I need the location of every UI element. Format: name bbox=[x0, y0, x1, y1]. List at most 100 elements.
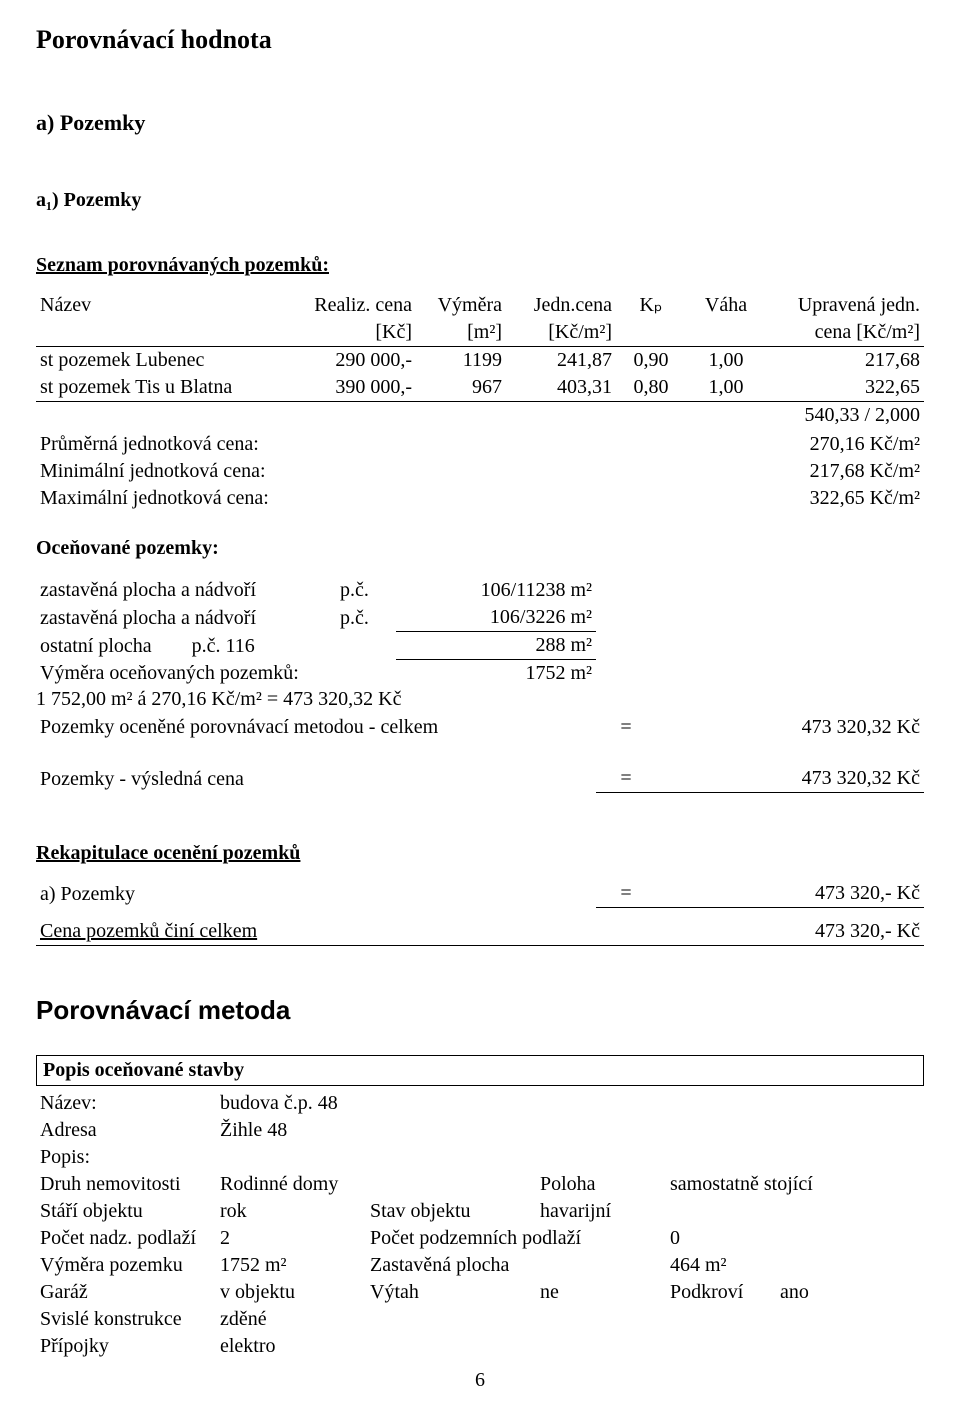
value: 473 320,32 Kč bbox=[656, 765, 924, 793]
cell-realiz: 390 000,- bbox=[296, 374, 416, 402]
section-a: a) Pozemky bbox=[36, 109, 924, 137]
cell-vaha: 1,00 bbox=[686, 347, 766, 375]
label: Popis: bbox=[36, 1144, 924, 1171]
eq: = bbox=[596, 714, 656, 741]
label: Název: bbox=[36, 1090, 216, 1117]
cell: 106/11238 m² bbox=[396, 577, 596, 604]
label: Výtah bbox=[366, 1279, 536, 1306]
table-row: st pozemek Lubenec 290 000,- 1199 241,87… bbox=[36, 347, 924, 375]
label: a) Pozemky bbox=[36, 880, 596, 908]
valued-heading: Oceňované pozemky: bbox=[36, 536, 924, 561]
table-row: Název: budova č.p. 48 bbox=[36, 1090, 924, 1117]
table-row: Výměra pozemku 1752 m² Zastavěná plocha … bbox=[36, 1252, 924, 1279]
label: Počet nadz. podlaží bbox=[36, 1225, 216, 1252]
value: ano bbox=[776, 1279, 924, 1306]
value: 473 320,32 Kč bbox=[656, 714, 924, 741]
col-jedn: Jedn.cena bbox=[506, 292, 616, 319]
cell: 106/3226 m² bbox=[396, 604, 596, 632]
unit-upr: cena [Kč/m²] bbox=[766, 319, 924, 347]
section-a1: a₁) Pozemky bbox=[36, 188, 924, 213]
value: budova č.p. 48 bbox=[216, 1090, 924, 1117]
cell-name: st pozemek Lubenec bbox=[36, 347, 296, 375]
area-total-row: Výměra oceňovaných pozemků: 1752 m² bbox=[36, 660, 596, 688]
desc-table: Název: budova č.p. 48 Adresa Žihle 48 Po… bbox=[36, 1090, 924, 1360]
cell: p.č. bbox=[336, 604, 396, 632]
table-row: Stáří objektu rok Stav objektu havarijní bbox=[36, 1198, 924, 1225]
cell: ostatní plocha p.č. 116 bbox=[36, 632, 336, 660]
value: 473 320,- Kč bbox=[656, 880, 924, 908]
cell-vaha: 1,00 bbox=[686, 374, 766, 402]
table-row: ostatní plocha p.č. 116 288 m² bbox=[36, 632, 596, 660]
table-row: Garáž v objektu Výtah ne Podkroví ano bbox=[36, 1279, 924, 1306]
cell-upr: 322,65 bbox=[766, 374, 924, 402]
table-row: Adresa Žihle 48 bbox=[36, 1117, 924, 1144]
label: Poloha bbox=[536, 1171, 666, 1198]
col-kp: Kₚ bbox=[616, 292, 686, 319]
label: Výměra oceňovaných pozemků: bbox=[36, 660, 336, 688]
table-row: a) Pozemky = 473 320,- Kč bbox=[36, 880, 924, 908]
cell-jedn: 241,87 bbox=[506, 347, 616, 375]
table-row: Cena pozemků činí celkem 473 320,- Kč bbox=[36, 918, 924, 946]
table-row: zastavěná plocha a nádvoří p.č. 106/1123… bbox=[36, 577, 596, 604]
page-title: Porovnávací hodnota bbox=[36, 24, 924, 57]
value: 0 bbox=[666, 1225, 924, 1252]
cell-area: 967 bbox=[416, 374, 506, 402]
label: Pozemky - výsledná cena bbox=[36, 765, 596, 793]
recap-table: a) Pozemky = 473 320,- Kč bbox=[36, 880, 924, 908]
table-row: Maximální jednotková cena: 322,65 Kč/m² bbox=[36, 485, 924, 512]
table-row: Počet nadz. podlaží 2 Počet podzemních p… bbox=[36, 1225, 924, 1252]
table-row: Svislé konstrukce zděné bbox=[36, 1306, 924, 1333]
table-header-units: [Kč] [m²] [Kč/m²] cena [Kč/m²] bbox=[36, 319, 924, 347]
eq: = bbox=[596, 765, 656, 793]
value: samostatně stojící bbox=[666, 1171, 924, 1198]
unit-realiz: [Kč] bbox=[296, 319, 416, 347]
value: v objektu bbox=[216, 1279, 366, 1306]
comparison-table: Název Realiz. cena Výměra Jedn.cena Kₚ V… bbox=[36, 292, 924, 429]
value: havarijní bbox=[536, 1198, 924, 1225]
cell bbox=[336, 632, 396, 660]
calc-line: 1 752,00 m² á 270,16 Kč/m² = 473 320,32 … bbox=[36, 687, 924, 712]
cmp-total-table: Pozemky oceněné porovnávací metodou - ce… bbox=[36, 714, 924, 741]
table-header-row: Název Realiz. cena Výměra Jedn.cena Kₚ V… bbox=[36, 292, 924, 319]
label: Druh nemovitosti bbox=[36, 1171, 216, 1198]
eq: = bbox=[596, 880, 656, 908]
sum-value: 540,33 / 2,000 bbox=[766, 402, 924, 430]
value: Rodinné domy bbox=[216, 1171, 366, 1198]
label: Garáž bbox=[36, 1279, 216, 1306]
list-heading: Seznam porovnávaných pozemků: bbox=[36, 253, 924, 278]
page-number: 6 bbox=[36, 1368, 924, 1393]
col-name: Název bbox=[36, 292, 296, 319]
value: 270,16 Kč/m² bbox=[480, 431, 924, 458]
table-row: Druh nemovitosti Rodinné domy Poloha sam… bbox=[36, 1171, 924, 1198]
label: Pozemky oceněné porovnávací metodou - ce… bbox=[36, 714, 596, 741]
cell: zastavěná plocha a nádvoří bbox=[36, 604, 336, 632]
method-heading: Porovnávací metoda bbox=[36, 994, 924, 1027]
cell-name: st pozemek Tis u Blatna bbox=[36, 374, 296, 402]
label: Maximální jednotková cena: bbox=[36, 485, 480, 512]
value: 1752 m² bbox=[216, 1252, 366, 1279]
value: Žihle 48 bbox=[216, 1117, 924, 1144]
cell: 288 m² bbox=[396, 632, 596, 660]
col-upr: Upravená jedn. bbox=[766, 292, 924, 319]
table-row: st pozemek Tis u Blatna 390 000,- 967 40… bbox=[36, 374, 924, 402]
unit-area: [m²] bbox=[416, 319, 506, 347]
cell-kp: 0,80 bbox=[616, 374, 686, 402]
label: Stáří objektu bbox=[36, 1198, 216, 1225]
label: Počet podzemních podlaží bbox=[366, 1225, 666, 1252]
value: rok bbox=[216, 1198, 366, 1225]
cell: p.č. bbox=[336, 577, 396, 604]
label: Svislé konstrukce bbox=[36, 1306, 216, 1333]
label: Zastavěná plocha bbox=[366, 1252, 536, 1279]
value: 322,65 Kč/m² bbox=[480, 485, 924, 512]
cell-kp: 0,90 bbox=[616, 347, 686, 375]
label: Přípojky bbox=[36, 1333, 216, 1360]
label: Výměra pozemku bbox=[36, 1252, 216, 1279]
table-row: Pozemky - výsledná cena = 473 320,32 Kč bbox=[36, 765, 924, 793]
table-row: Pozemky oceněné porovnávací metodou - ce… bbox=[36, 714, 924, 741]
value: 2 bbox=[216, 1225, 366, 1252]
table-row: Přípojky elektro bbox=[36, 1333, 924, 1360]
table-sum-row: 540,33 / 2,000 bbox=[36, 402, 924, 430]
label: Podkroví bbox=[666, 1279, 776, 1306]
table-row: Popis: bbox=[36, 1144, 924, 1171]
label: Adresa bbox=[36, 1117, 216, 1144]
